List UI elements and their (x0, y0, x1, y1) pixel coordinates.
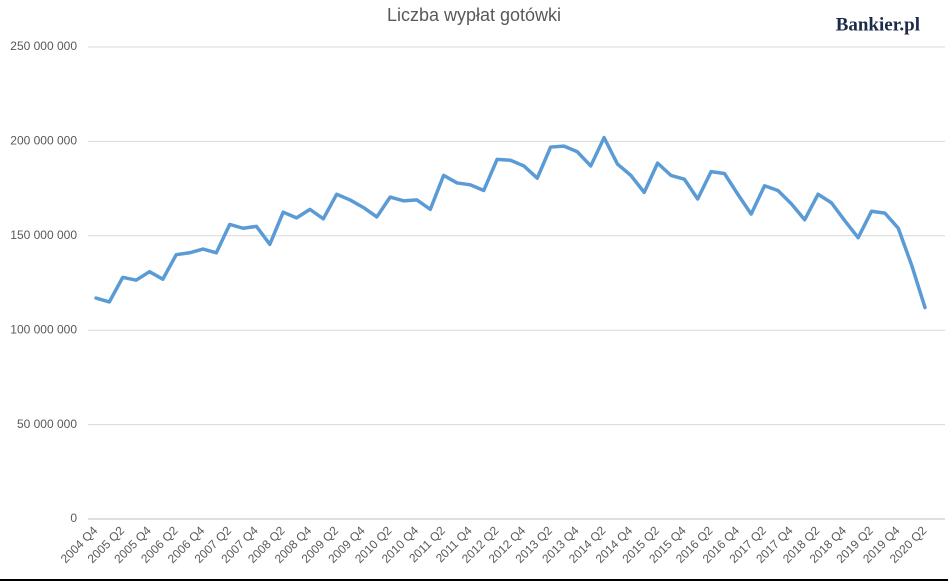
chart-title: Liczba wypłat gotówki (387, 5, 561, 25)
data-line (94, 135, 927, 310)
y-tick-label: 0 (70, 511, 77, 525)
y-tick-label: 100 000 000 (10, 322, 77, 336)
y-tick-label: 200 000 000 (10, 134, 77, 148)
y-tick-label: 250 000 000 (10, 39, 77, 53)
logo: Bankier.pl (836, 14, 920, 35)
y-tick-label: 50 000 000 (17, 417, 77, 431)
y-tick-label: 150 000 000 (10, 228, 77, 242)
